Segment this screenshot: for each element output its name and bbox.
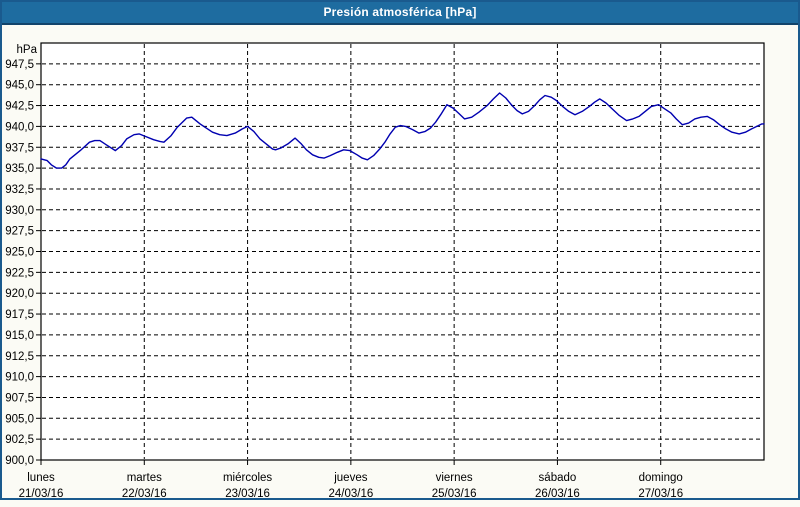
- pressure-line: [40, 92, 765, 169]
- y-tick-label: 920,0: [5, 288, 34, 300]
- y-tick-label: 922,5: [5, 267, 34, 279]
- x-tick-day-label: domingo: [639, 472, 683, 484]
- y-tick-label: 927,5: [5, 226, 34, 238]
- x-tick-date-label: 22/03/16: [122, 488, 167, 500]
- y-tick-label: 945,0: [5, 80, 34, 92]
- x-tick-day-label: jueves: [333, 472, 367, 484]
- window-title: Presión atmosférica [hPa]: [323, 5, 477, 19]
- x-tick-date-label: 26/03/16: [535, 488, 580, 500]
- y-tick-label: 910,0: [5, 372, 34, 384]
- y-tick-label: 947,5: [5, 59, 34, 71]
- y-tick-label: 932,5: [5, 184, 34, 196]
- x-tick-day-label: viernes: [436, 472, 473, 484]
- y-tick-label: 900,0: [5, 455, 34, 467]
- plot-frame: [40, 42, 765, 461]
- y-tick-label: 905,0: [5, 413, 34, 425]
- y-tick-label: 942,5: [5, 101, 34, 113]
- y-tick-label: 925,0: [5, 247, 34, 259]
- x-tick-date-label: 24/03/16: [328, 488, 373, 500]
- y-tick-label: 912,5: [5, 351, 34, 363]
- y-tick-label: 907,5: [5, 392, 34, 404]
- x-tick-date-label: 23/03/16: [225, 488, 270, 500]
- y-tick-label: 940,0: [5, 121, 34, 133]
- y-tick-label: 902,5: [5, 434, 34, 446]
- x-tick-day-label: martes: [127, 472, 162, 484]
- y-tick-label: 917,5: [5, 309, 34, 321]
- x-tick-date-label: 25/03/16: [432, 488, 477, 500]
- pressure-chart: 947,5 945,0 942,5 940,0 937,5 935,0 932,5 930,0…: [5, 42, 765, 500]
- x-tick-day-label: lunes: [27, 472, 55, 484]
- x-tick-day-label: miércoles: [223, 472, 272, 484]
- x-tick-day-label: sábado: [539, 472, 577, 484]
- y-tick-label: 937,5: [5, 142, 34, 154]
- y-tick-label: 930,0: [5, 205, 34, 217]
- y-tick-label: 915,0: [5, 330, 34, 342]
- x-tick-date-label: 21/03/16: [19, 488, 64, 500]
- x-tick-date-label: 27/03/16: [638, 488, 683, 500]
- y-axis-unit-label: hPa: [17, 44, 38, 56]
- window-title-bar: Presión atmosférica [hPa]: [2, 2, 798, 25]
- chart-area: 947,5 945,0 942,5 940,0 937,5 935,0 932,5 930,0…: [2, 25, 798, 500]
- y-tick-label: 935,0: [5, 163, 34, 175]
